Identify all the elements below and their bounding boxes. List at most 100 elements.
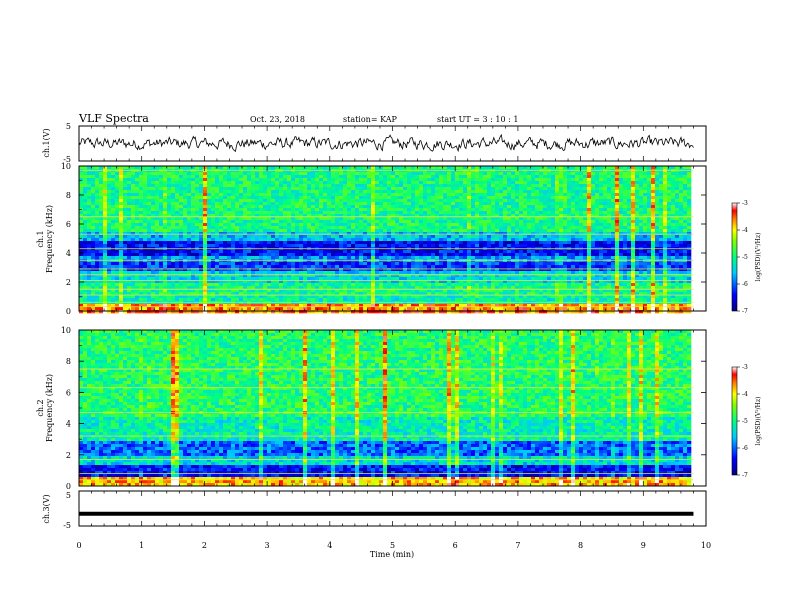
spectrogram-cell <box>247 277 252 281</box>
spectrogram-cell <box>103 217 108 221</box>
spectrogram-cell <box>127 214 132 218</box>
spectrogram-cell <box>107 181 112 185</box>
spectrogram-cell <box>207 289 212 293</box>
spectrogram-cell <box>379 208 384 212</box>
spectrogram-cell <box>339 256 344 260</box>
spectrogram-cell <box>331 208 336 212</box>
spectrogram-cell <box>119 280 124 284</box>
spectrogram-cell <box>399 184 404 188</box>
spectrogram-cell <box>235 178 240 182</box>
spectrogram-cell <box>447 280 452 284</box>
spectrogram-cell <box>143 235 148 239</box>
spectrogram-cell <box>411 199 416 203</box>
spectrogram-cell <box>403 292 408 296</box>
spectrogram-cell <box>211 271 216 275</box>
spectrogram-cell <box>223 196 228 200</box>
spectrogram-cell <box>399 196 404 200</box>
spectrogram-cell <box>87 172 92 176</box>
spectrogram-cell <box>203 250 208 254</box>
spectrogram-cell <box>279 202 284 206</box>
spectrogram-cell <box>427 310 432 314</box>
spectrogram-cell <box>243 235 248 239</box>
spectrogram-cell <box>123 181 128 185</box>
spectrogram-cell <box>183 202 188 206</box>
spectrogram-cell <box>103 226 108 230</box>
spectrogram-cell <box>183 190 188 194</box>
spectrogram-cell <box>331 190 336 194</box>
spectrogram-cell <box>343 238 348 242</box>
spectrogram-cell <box>195 283 200 287</box>
spectrogram-cell <box>291 277 296 281</box>
spectrogram-cell <box>303 223 308 227</box>
spectrogram-cell <box>247 244 252 248</box>
spectrogram-cell <box>95 178 100 182</box>
spectrogram-cell <box>207 256 212 260</box>
spectrogram-cell <box>219 289 224 293</box>
spectrogram-cell <box>187 292 192 296</box>
spectrogram-cell <box>351 223 356 227</box>
spectrogram-cell <box>191 175 196 179</box>
spectrogram-cell <box>387 274 392 278</box>
spectrogram-cell <box>287 304 292 308</box>
spectrogram-cell <box>91 208 96 212</box>
spectrogram-cell <box>203 184 208 188</box>
spectrogram-cell <box>451 202 456 206</box>
spectrogram-cell <box>339 286 344 290</box>
spectrogram-cell <box>219 265 224 269</box>
spectrogram-cell <box>231 241 236 245</box>
spectrogram-cell <box>347 307 352 311</box>
spectrogram-cell <box>227 262 232 266</box>
spectrogram-cell <box>403 262 408 266</box>
spectrogram-cell <box>163 223 168 227</box>
spectrogram-cell <box>479 277 484 281</box>
spectrogram-cell <box>191 202 196 206</box>
spectrogram-cell <box>327 277 332 281</box>
spectrogram-cell <box>83 205 88 209</box>
spectrogram-cell <box>83 211 88 215</box>
spectrogram-cell <box>279 220 284 224</box>
spectrogram-cell <box>455 232 460 236</box>
spectrogram-cell <box>475 199 480 203</box>
spectrogram-cell <box>323 304 328 308</box>
spectrogram-cell <box>139 205 144 209</box>
spectrogram-cell <box>271 232 276 236</box>
spectrogram-cell <box>143 217 148 221</box>
spectrogram-cell <box>127 229 132 233</box>
spectrogram-cell <box>419 268 424 272</box>
spectrogram-cell <box>207 208 212 212</box>
spectrogram-cell <box>383 187 388 191</box>
spectrogram-cell <box>391 202 396 206</box>
spectrogram-cell <box>195 223 200 227</box>
spectrogram-cell <box>283 253 288 257</box>
spectrogram-cell <box>391 295 396 299</box>
spectrogram-cell <box>127 217 132 221</box>
spectrogram-cell <box>131 310 136 314</box>
spectrogram-cell <box>183 208 188 212</box>
spectrogram-cell <box>463 238 468 242</box>
spectrogram-cell <box>355 265 360 269</box>
spectrogram-cell <box>251 292 256 296</box>
spectrogram-cell <box>367 214 372 218</box>
spectrogram-cell <box>267 223 272 227</box>
spectrogram-cell <box>471 253 476 257</box>
spectrogram-cell <box>471 181 476 185</box>
spectrogram-cell <box>355 220 360 224</box>
spectrogram-cell <box>363 193 368 197</box>
spectrogram-cell <box>311 298 316 302</box>
spectrogram-cell <box>283 250 288 254</box>
spectrogram-cell <box>459 172 464 176</box>
spectrogram-cell <box>115 211 120 215</box>
spectrogram-cell <box>255 181 260 185</box>
spectrogram-cell <box>159 178 164 182</box>
spectrogram-cell <box>107 217 112 221</box>
spectrogram-cell <box>419 214 424 218</box>
spectrogram-cell <box>451 283 456 287</box>
spectrogram-cell <box>267 196 272 200</box>
spectrogram-cell <box>275 310 280 314</box>
spectrogram-cell <box>291 265 296 269</box>
spectrogram-cell <box>403 175 408 179</box>
spectrogram-cell <box>115 190 120 194</box>
spectrogram-cell <box>139 310 144 314</box>
spectrogram-cell <box>439 166 444 170</box>
start-time-label: start UT = 3 : 10 : 1 <box>437 115 519 124</box>
